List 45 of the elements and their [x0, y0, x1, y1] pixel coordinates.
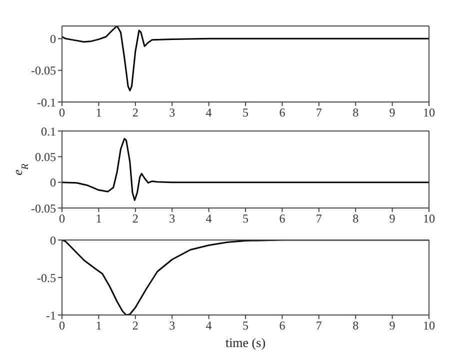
- x-tick-label: 4: [206, 318, 212, 333]
- x-tick-label: 7: [316, 318, 322, 333]
- x-tick-label: 10: [423, 106, 435, 120]
- y-tick-label: 0.05: [35, 150, 56, 164]
- x-tick-label: 8: [352, 318, 359, 333]
- y-tick-label: 0: [50, 233, 56, 248]
- x-tick-label: 10: [423, 318, 435, 333]
- y-tick-label: -0.5: [37, 270, 56, 285]
- x-tick-label: 1: [96, 106, 102, 120]
- x-tick-label: 9: [389, 318, 396, 333]
- y-tick-label: -0.1: [37, 95, 56, 110]
- x-tick-label: 3: [169, 106, 176, 120]
- y-tick-label: 0.1: [41, 124, 56, 138]
- x-tick-label: 5: [242, 318, 248, 333]
- y-tick-label: -0.05: [31, 64, 56, 78]
- x-tick-label: 3: [169, 318, 176, 333]
- x-tick-label: 3: [169, 212, 176, 226]
- y-tick-label: -0.05: [31, 201, 56, 216]
- x-tick-label: 8: [352, 212, 359, 226]
- x-tick-label: 4: [206, 212, 212, 226]
- x-tick-label: 6: [279, 212, 286, 226]
- y-tick-label: 0: [50, 32, 56, 46]
- x-tick-label: 10: [423, 212, 435, 226]
- x-tick-label: 1: [96, 212, 102, 226]
- x-tick-label: 0: [59, 318, 65, 333]
- x-tick-label: 7: [316, 212, 322, 226]
- x-tick-label: 5: [242, 106, 248, 120]
- x-tick-label: 0: [59, 212, 65, 226]
- x-tick-label: 5: [242, 212, 248, 226]
- x-axis-title: time (s): [225, 335, 266, 350]
- x-tick-label: 2: [132, 212, 138, 226]
- x-tick-label: 8: [352, 106, 359, 120]
- x-tick-label: 2: [132, 318, 138, 333]
- x-tick-label: 7: [316, 106, 322, 120]
- y-tick-label: -1: [46, 308, 56, 322]
- x-tick-label: 2: [132, 106, 138, 120]
- x-tick-label: 9: [389, 212, 396, 226]
- x-tick-label: 6: [279, 318, 286, 333]
- line-series: [62, 138, 429, 202]
- x-tick-label: 4: [206, 106, 212, 120]
- x-tick-label: 0: [59, 106, 65, 120]
- y-tick-label: 0: [50, 176, 56, 190]
- x-tick-label: 6: [279, 106, 286, 120]
- x-tick-label: 9: [389, 106, 396, 120]
- x-tick-label: 1: [96, 318, 102, 333]
